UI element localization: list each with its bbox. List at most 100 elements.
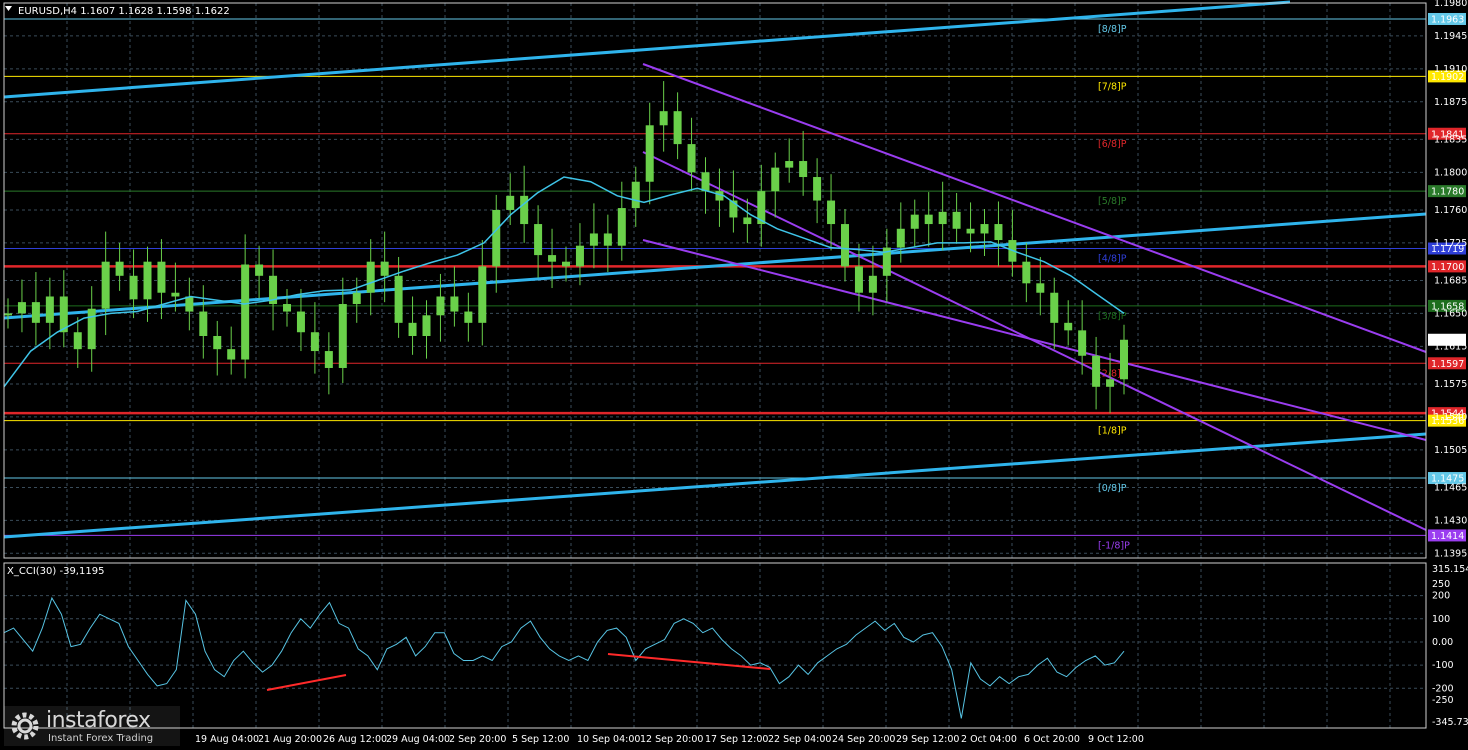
candle-body: [1022, 261, 1031, 284]
ma-line: [3, 176, 1125, 388]
price-badge: [1428, 260, 1466, 273]
candle-body: [73, 332, 82, 350]
murray-level-label: [7/8]P: [1098, 81, 1127, 92]
candle-body: [185, 296, 194, 312]
candle-body: [952, 211, 961, 229]
candle-body: [757, 191, 766, 225]
price-tick-label: 1.1945: [1434, 31, 1467, 42]
brand-logo: instaforex Instant Forex Trading: [4, 706, 180, 746]
candle-body: [631, 181, 640, 209]
price-tick-label: 1.1430: [1434, 515, 1467, 526]
price-badge: [1428, 242, 1466, 255]
cci-tick-label: -250: [1432, 695, 1454, 706]
cci-tick-label: 200: [1432, 591, 1450, 602]
time-tick-label: 2 Oct 04:00: [961, 734, 1017, 745]
candle-body: [338, 304, 347, 368]
candle-body: [241, 264, 250, 360]
candle-body: [1050, 292, 1059, 323]
candle-body: [827, 200, 836, 225]
candle-body: [506, 195, 515, 210]
candle-body: [701, 172, 710, 192]
price-badge-label: 1.1414: [1431, 531, 1464, 542]
candle-body: [896, 228, 905, 248]
price-tick-label: 1.1685: [1434, 276, 1467, 287]
price-badge-label: 1.1597: [1431, 359, 1464, 370]
time-tick-label: 6 Oct 20:00: [1024, 734, 1080, 745]
candle-body: [1120, 339, 1128, 380]
price-tick-label: 1.1575: [1434, 379, 1467, 390]
time-tick-label: 26 Aug 12:00: [323, 734, 387, 745]
candle-body: [673, 111, 682, 145]
price-badge-label: 1.1719: [1431, 244, 1464, 255]
trend-line: [3, 432, 1427, 539]
candle-body: [994, 224, 1003, 241]
candle-body: [87, 308, 96, 350]
trend-line: [642, 63, 1427, 353]
candle-body: [101, 261, 110, 309]
cci-tick-label: -200: [1432, 683, 1454, 694]
price-tick-label: 1.1910: [1434, 64, 1467, 75]
cci-indicator: [3, 596, 1125, 719]
candle-body: [715, 191, 724, 201]
price-tick-label: 1.1835: [1434, 134, 1467, 145]
time-tick-label: 21 Aug 20:00: [258, 734, 322, 745]
trend-line: [3, 0, 1291, 99]
price-tick-label: 1.1505: [1434, 445, 1467, 456]
candle-body: [841, 224, 849, 267]
price-tick-label: 1.1980: [1434, 0, 1467, 9]
murray-level-label: [4/8]P: [1098, 254, 1127, 265]
price-badge-label: 1.1963: [1431, 14, 1464, 25]
candle-body: [492, 209, 501, 267]
price-badge: [1428, 472, 1466, 485]
candle-body: [450, 296, 459, 312]
time-tick-label: 5 Sep 12:00: [512, 734, 569, 745]
candle-body: [924, 214, 933, 225]
price-tick-label: 1.1540: [1434, 412, 1467, 423]
trend-lines: [3, 0, 1427, 539]
candle-body: [45, 296, 54, 323]
candle-body: [310, 332, 319, 352]
candle-body: [617, 208, 626, 246]
candle-body: [1106, 379, 1115, 387]
candle-body: [31, 302, 40, 323]
time-tick-label: 19 Aug 04:00: [195, 734, 259, 745]
candle-body: [380, 261, 389, 276]
candle-body: [296, 311, 305, 333]
candle-body: [868, 275, 877, 293]
candle-body: [115, 261, 124, 276]
candle-body: [171, 292, 180, 297]
candle-body: [199, 311, 208, 336]
time-tick-label: 9 Oct 12:00: [1088, 734, 1144, 745]
time-tick-label: 29 Aug 04:00: [386, 734, 450, 745]
time-tick-label: 10 Sep 04:00: [577, 734, 640, 745]
candle-body: [854, 266, 863, 293]
candle-body: [575, 245, 584, 267]
price-tick-label: 1.1650: [1434, 308, 1467, 319]
candle-body: [478, 266, 487, 323]
title-menu-icon[interactable]: [5, 6, 12, 11]
price-badge: [1428, 414, 1466, 427]
price-badge-label: 1.1536: [1431, 416, 1464, 427]
time-tick-label: 29 Sep 12:00: [896, 734, 959, 745]
price-tick-label: 1.1760: [1434, 205, 1467, 216]
candles: [4, 81, 1128, 414]
murray-levels: 1.1963 [8/8]P 1.1902 [7/8]P 1.1841 [6/8]P 1.17…: [4, 12, 1466, 551]
candle-body: [785, 161, 794, 168]
candle-body: [352, 292, 361, 305]
divergence-line: [266, 674, 347, 691]
candle-body: [366, 261, 375, 293]
candle-body: [1036, 283, 1045, 293]
candle-body: [143, 261, 152, 300]
candle-body: [882, 247, 891, 276]
candle-body: [813, 177, 822, 201]
chart-title: EURUSD,H4 1.1607 1.1628 1.1598 1.1622: [18, 6, 230, 17]
price-tick-label: 1.1725: [1434, 238, 1467, 249]
price-badge: [1428, 357, 1466, 370]
price-tick-label: 1.1615: [1434, 341, 1467, 352]
cci-title: X_CCI(30) -39,1195: [7, 566, 104, 577]
candle-body: [520, 195, 529, 225]
candle-body: [771, 167, 780, 192]
candle-body: [645, 125, 654, 182]
price-badge-label: 1.1700: [1431, 262, 1464, 273]
